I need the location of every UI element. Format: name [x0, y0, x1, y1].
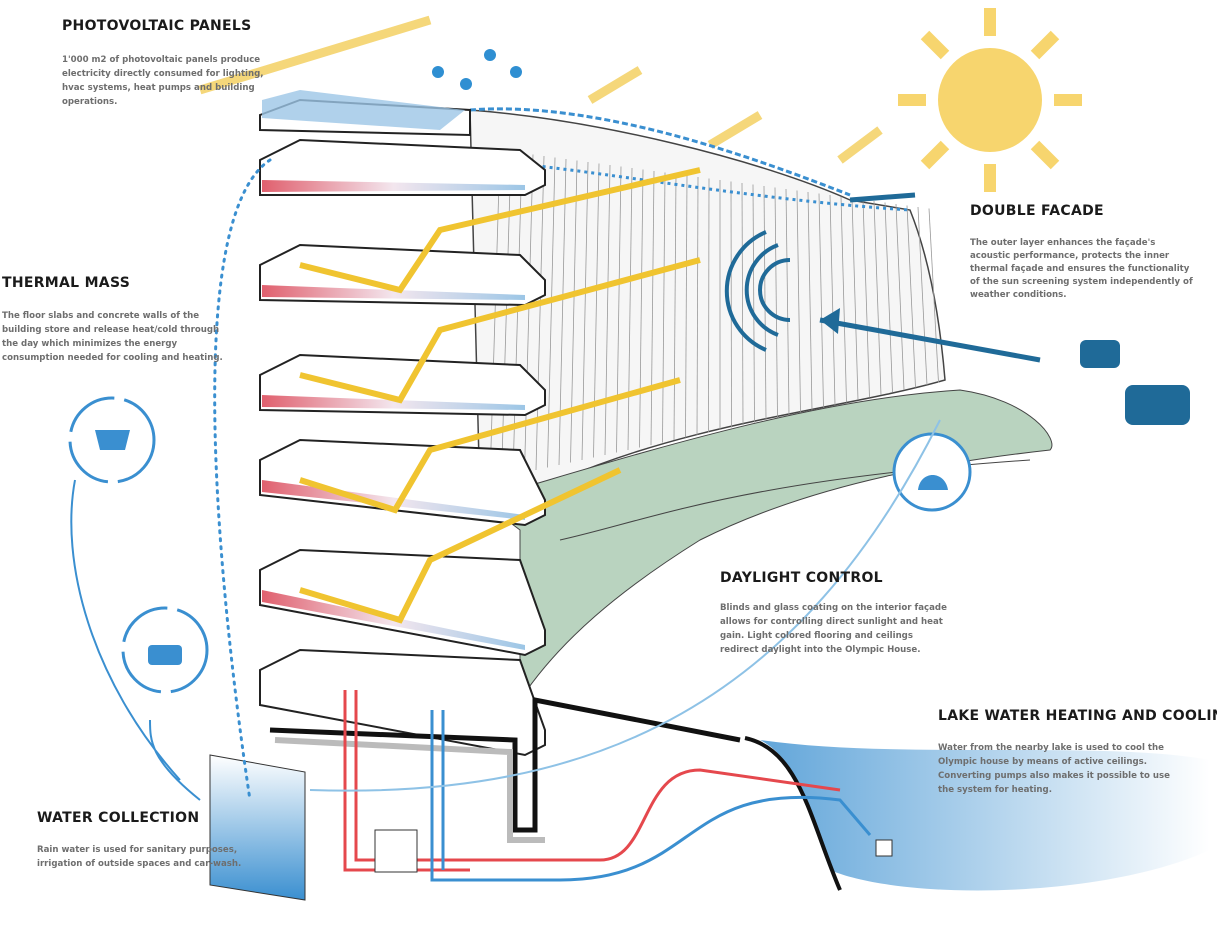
section-body: allows for controlling direct sunlight a… — [720, 617, 943, 627]
section-title: LAKE WATER HEATING AND COOLING — [938, 708, 1217, 724]
section-body: The outer layer enhances the façade's — [970, 238, 1155, 248]
facade-fin — [862, 199, 870, 398]
section-body: hvac systems, heat pumps and building — [62, 83, 255, 93]
section-body: acoustic performance, protects the inner — [970, 251, 1170, 261]
facade-fin — [851, 197, 859, 401]
facade-fin — [730, 181, 732, 428]
section-title: THERMAL MASS — [2, 275, 130, 291]
facade-fin — [741, 182, 744, 426]
facade-fin — [895, 203, 905, 391]
section-body: The floor slabs and concrete walls of th… — [2, 311, 199, 321]
floor-slab — [259, 548, 546, 657]
section-body: consumption needed for cooling and heati… — [2, 353, 223, 363]
facade-fin — [752, 184, 755, 423]
facade-fin — [639, 169, 644, 448]
section-body: operations. — [62, 97, 117, 107]
facade-fin — [928, 208, 939, 383]
section-body: Olympic house by means of active ceiling… — [938, 757, 1147, 767]
artwork — [68, 8, 1210, 901]
section-title: DOUBLE FACADE — [970, 203, 1104, 219]
facade-fin — [785, 188, 790, 416]
facade-fin — [884, 202, 893, 393]
facade-fin — [604, 164, 611, 456]
section-body: gain. Light colored flooring and ceiling… — [720, 631, 913, 641]
section-body: the day which minimizes the energy — [2, 339, 178, 349]
facade-fin — [774, 187, 778, 418]
section-body: Rain water is used for sanitary purposes… — [37, 845, 237, 855]
section-body: Water from the nearby lake is used to co… — [938, 743, 1164, 753]
facade-fin — [807, 191, 813, 411]
facade-fin — [685, 175, 688, 438]
section-body: irrigation of outside spaces and car-was… — [37, 859, 241, 869]
facade-fin — [818, 193, 824, 408]
pv-panel — [262, 90, 465, 130]
section-body: thermal façade and ensures the functiona… — [970, 264, 1190, 274]
active-ceiling — [262, 285, 525, 300]
facade-fin — [512, 152, 523, 476]
section-body: of the sun screening system independentl… — [970, 277, 1193, 287]
facade-fin — [662, 172, 666, 443]
facade-fin — [650, 170, 655, 446]
facade-fin — [627, 167, 633, 451]
facade-fin — [616, 166, 622, 453]
facade-fin — [673, 173, 677, 441]
section-title: DAYLIGHT CONTROL — [720, 570, 883, 586]
section-title: WATER COLLECTION — [37, 810, 199, 826]
floor-slab — [259, 138, 546, 196]
facade-fin — [581, 161, 589, 461]
facade-fin — [708, 178, 710, 433]
floor-slab — [259, 648, 546, 757]
section-body: Converting pumps also makes it possible … — [938, 771, 1170, 781]
facade-fin — [696, 176, 699, 436]
facade-fin — [917, 206, 928, 386]
facade-fin — [593, 163, 600, 458]
section-body: the system for heating. — [938, 785, 1052, 795]
active-ceiling — [262, 395, 525, 410]
facade-fin — [829, 194, 836, 406]
section-body: Blinds and glass coating on the interior… — [720, 603, 947, 613]
section-body: redirect daylight into the Olympic House… — [720, 645, 921, 655]
facade-fin — [906, 205, 916, 388]
section-body: building store and release heat/cold thr… — [2, 325, 219, 335]
section-body: 1'000 m2 of photovoltaic panels produce — [62, 55, 260, 65]
section-body: electricity directly consumed for lighti… — [62, 69, 264, 79]
section-title: PHOTOVOLTAIC PANELS — [62, 18, 252, 34]
active-ceiling — [262, 180, 525, 192]
facade-fin — [796, 190, 801, 413]
facade-fin — [873, 200, 882, 396]
section-body: weather conditions. — [970, 290, 1067, 300]
facade-fin — [840, 196, 847, 403]
